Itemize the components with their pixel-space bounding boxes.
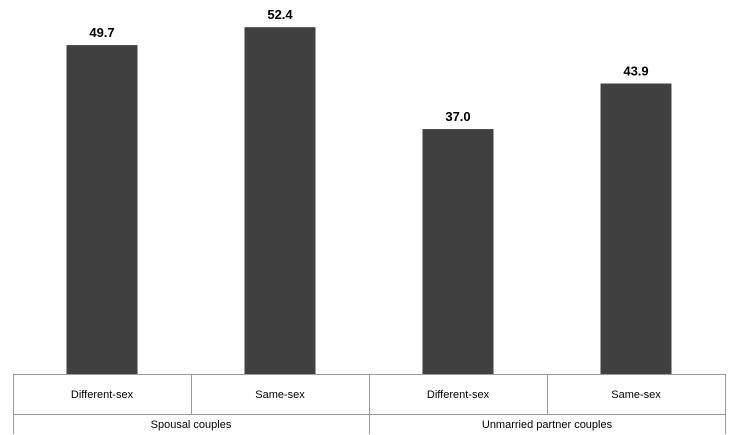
bar-2 (244, 27, 316, 374)
bar-3 (422, 129, 494, 374)
category-label-1: Different-sex (71, 389, 134, 401)
value-labels-layer: 49.7 52.4 37.0 43.9 (89, 7, 648, 124)
value-label-4: 43.9 (623, 64, 648, 79)
category-label-3: Different-sex (427, 389, 490, 401)
value-label-2: 52.4 (267, 7, 293, 22)
bar-1 (66, 45, 138, 374)
group-label-2: Unmarried partner couples (482, 419, 613, 431)
group-label-1: Spousal couples (151, 419, 232, 431)
category-label-2: Same-sex (255, 389, 305, 401)
bar-4 (600, 83, 672, 374)
value-label-3: 37.0 (445, 109, 470, 124)
bars-layer (66, 27, 672, 374)
value-label-1: 49.7 (89, 25, 114, 40)
category-label-4: Same-sex (611, 389, 661, 401)
category-axis: Different-sex Same-sex Different-sex Same-s… (13, 374, 726, 434)
